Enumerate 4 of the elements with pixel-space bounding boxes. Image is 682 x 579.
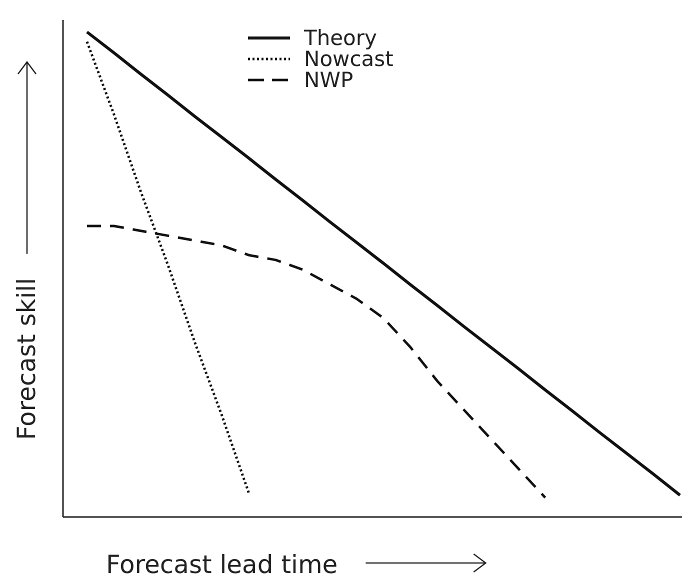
x-axis-title: Forecast lead time	[106, 550, 338, 579]
y-axis-title: Forecast skill	[12, 278, 41, 440]
legend-label: Theory	[303, 26, 377, 50]
legend-label: NWP	[304, 68, 354, 92]
